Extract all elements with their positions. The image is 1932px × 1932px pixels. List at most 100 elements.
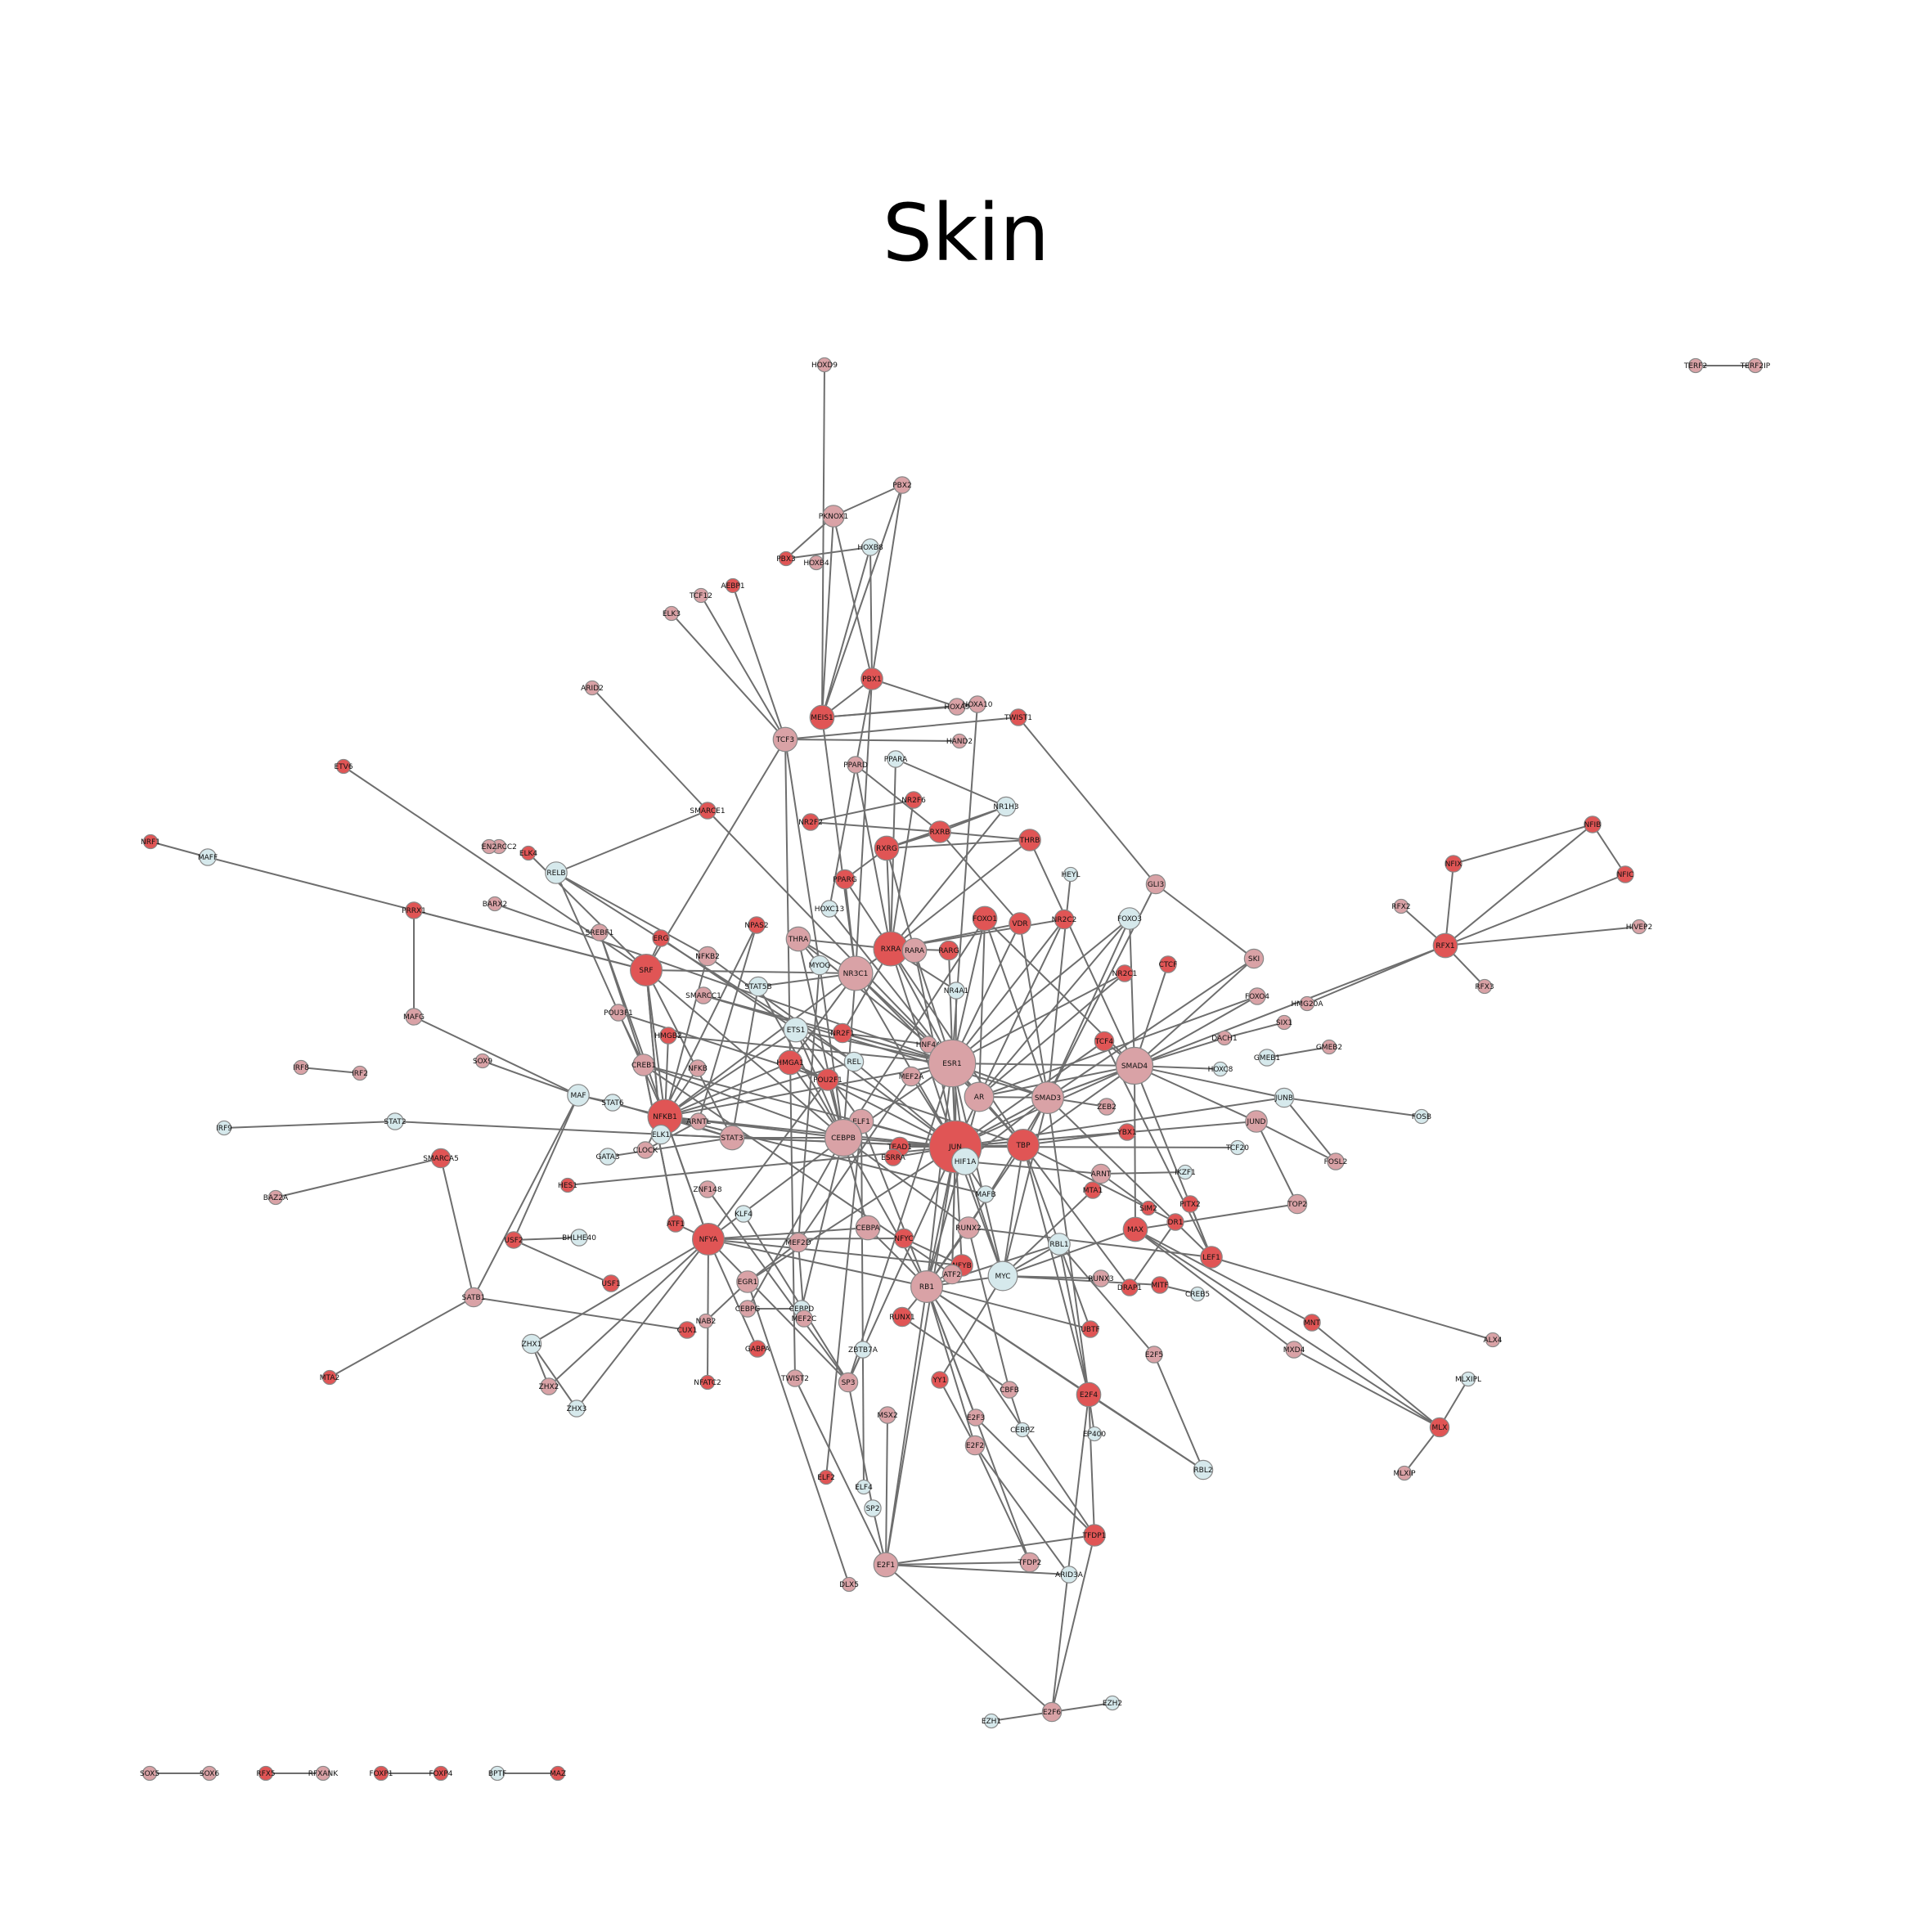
edge-MAX-MYC [1002,1229,1136,1277]
node-NFYA: NFYA [691,1222,725,1256]
node-circle [1151,1276,1169,1294]
node-IRF9: IRF9 [216,1120,232,1136]
node-label: MYC [995,1273,1010,1281]
node-TFDP1: TFDP1 [1082,1524,1106,1547]
node-label: YBX1 [1117,1129,1137,1137]
node-NR2C1: NR2C1 [1112,964,1137,982]
edge-E2F4-TFDP1 [1088,1394,1095,1536]
node-NFIX: NFIX [1445,855,1462,873]
node-ARID3A: ARID3A [1055,1566,1084,1584]
node-MLX: MLX [1429,1417,1450,1438]
node-label: SMARCE1 [690,807,725,815]
node-label: RBL1 [1049,1241,1068,1249]
node-label: MAFF [198,854,218,862]
node-circle [1031,1081,1064,1114]
node-label: RFX5 [256,1770,275,1778]
node-label: ELK4 [519,850,538,858]
node-label: NFKB2 [695,953,720,961]
node-circle [951,733,968,749]
node-label: RXRA [881,946,901,954]
node-RFX3: RFX3 [1475,978,1494,995]
edge-RB1-E2F2 [926,1286,976,1446]
edge-SMAD4-AR [978,1065,1135,1098]
node-GMEB1: GMEB1 [1254,1049,1280,1067]
node-GATA3: GATA3 [595,1148,620,1166]
node-label: NR1H3 [993,803,1018,811]
edge-PKNOX1-PBX1 [833,515,873,680]
edge-E2F1-ARID3A [885,1564,1070,1575]
node-circle [901,937,928,964]
node-ATF2: ATF2 [941,1264,963,1285]
edge-ESR1-SP3 [847,1063,953,1383]
node-circle [293,1059,309,1076]
edge-HMGB2-ESR1 [667,1035,953,1064]
node-circle [1248,987,1266,1005]
edge-SMAD4-ESR1 [951,1063,1135,1067]
node-label: EZH1 [982,1718,1001,1726]
node-label: RUNX2 [955,1224,981,1233]
edge-EZH2-E2F6 [1051,1702,1113,1713]
node-USF1: USF1 [601,1274,621,1292]
node-TBP: TBP [1006,1128,1040,1161]
edge-SMARCA5-BAZ2A [275,1157,442,1198]
node-DRAP1: DRAP1 [1117,1278,1142,1296]
edge-PBX2-PBX1 [871,484,903,680]
node-label: CREB1 [631,1062,656,1070]
node-label: CLOCK [633,1147,658,1155]
node-circle [1083,1524,1106,1547]
edge-ESR1-MYC [951,1063,1004,1277]
node-label: DRAP1 [1117,1284,1142,1292]
node-TCF20: TCF20 [1225,1139,1249,1156]
edge-NFIX-RFX1 [1445,863,1454,946]
node-label: E2F4 [1080,1391,1099,1400]
node-label: CEBPZ [1010,1427,1035,1435]
node-RFXANK: RFXANK [308,1765,339,1781]
node-HAND2: HAND2 [946,733,973,749]
edge-PBX3-HOXB8 [785,546,871,559]
node-PPARD: PPARD [843,756,868,774]
node-label: IRF9 [216,1125,232,1133]
node-circle [1115,1046,1154,1085]
node-circle [735,1205,753,1223]
node-label: HMGB2 [654,1032,681,1040]
edge-RBL2-RB1 [926,1286,1204,1471]
node-circle [474,1053,491,1069]
edge-FOXO3-ESR1 [951,918,1130,1064]
node-label: ARID3A [1055,1571,1084,1579]
node-ZHX2: ZHX2 [539,1377,559,1395]
node-NR1H3: NR1H3 [993,796,1019,817]
node-circle [373,1765,389,1781]
node-label: E2F5 [1145,1351,1163,1359]
edge-E2F1-E2F6 [885,1564,1053,1713]
node-label: CBFB [1000,1386,1019,1395]
node-HOXB4: HOXB4 [803,555,829,571]
node-MXD4: MXD4 [1283,1341,1305,1359]
node-CEBPB: CEBPB [824,1118,863,1157]
node-circle [824,1118,863,1157]
node-circle [1009,708,1027,726]
node-circle [1116,964,1134,982]
node-RBL1: RBL1 [1048,1233,1071,1256]
edge-ZNF148-SP3 [707,1188,849,1383]
node-SMAD4: SMAD4 [1115,1046,1154,1085]
edge-PKNOX1-MEIS1 [821,515,834,718]
node-circle [1018,829,1041,851]
edge-ELF2-ELF1 [825,1121,862,1478]
node-CEBPZ: CEBPZ [1010,1422,1035,1438]
node-circle [505,1231,523,1249]
node-label: MXD4 [1283,1346,1305,1355]
node-circle [832,1022,853,1044]
edge-E2F2-TFDP2 [974,1445,1031,1563]
node-circle [748,1340,766,1358]
node-RXRB: RXRB [928,820,951,843]
node-label: RUNX1 [889,1314,914,1322]
node-label: ELK3 [663,610,681,618]
edge-MTA1-MYC [1002,1189,1094,1277]
node-circle [938,940,959,961]
node-circle [841,1576,857,1593]
node-label: GLI3 [1148,881,1164,889]
node-HNF4A: HNF4A [916,1036,941,1054]
node-label: SOX9 [473,1058,492,1066]
node-GMEB2: GMEB2 [1316,1039,1342,1055]
node-circle [540,1377,558,1395]
